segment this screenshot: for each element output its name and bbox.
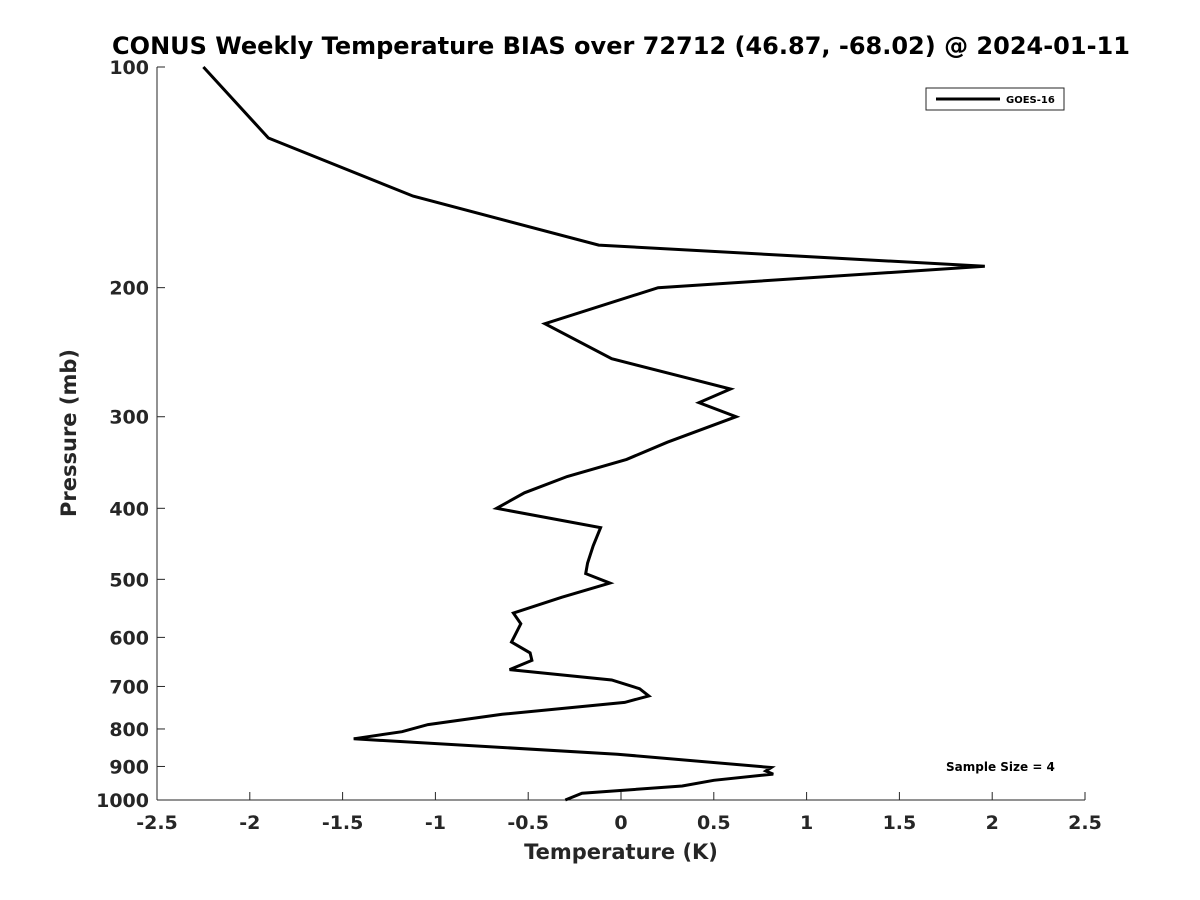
legend: GOES-16 (925, 87, 1065, 111)
x-tick-label: 0.5 (697, 812, 731, 834)
x-ticks: -2.5 -2 -1.5 -1 -0.5 0 0.5 1 1.5 2 2.5 (136, 792, 1102, 834)
y-tick-label: 300 (109, 407, 149, 429)
y-tick-label: 200 (109, 278, 149, 300)
x-tick-label: -1.5 (322, 812, 364, 834)
x-tick-label: 1 (800, 812, 813, 834)
x-tick-label: -2.5 (136, 812, 178, 834)
x-tick-label: 2 (986, 812, 999, 834)
x-tick-label: -0.5 (507, 812, 549, 834)
y-axis-label: Pressure (mb) (57, 349, 81, 517)
y-tick-label: 500 (109, 569, 149, 591)
x-tick-label: -1 (425, 812, 446, 834)
x-tick-label: 0 (614, 812, 627, 834)
x-tick-label: -2 (239, 812, 260, 834)
legend-entry-goes-16: GOES-16 (1006, 95, 1055, 106)
y-tick-label: 700 (109, 676, 149, 698)
y-tick-label: 900 (109, 756, 149, 778)
x-tick-label: 2.5 (1068, 812, 1102, 834)
y-tick-label: 100 (109, 57, 149, 79)
sample-size-annotation: Sample Size = 4 (946, 760, 1055, 774)
y-ticks: 100 200 300 400 500 600 700 800 900 1000 (96, 57, 165, 812)
series-line-goes-16 (202, 65, 985, 802)
y-tick-label: 400 (109, 498, 149, 520)
chart-title: CONUS Weekly Temperature BIAS over 72712… (112, 32, 1130, 60)
y-tick-label: 1000 (96, 790, 149, 812)
y-tick-label: 800 (109, 719, 149, 741)
series-layer (202, 65, 985, 802)
x-tick-label: 1.5 (883, 812, 917, 834)
x-axis-label: Temperature (K) (524, 840, 718, 864)
y-tick-label: 600 (109, 627, 149, 649)
